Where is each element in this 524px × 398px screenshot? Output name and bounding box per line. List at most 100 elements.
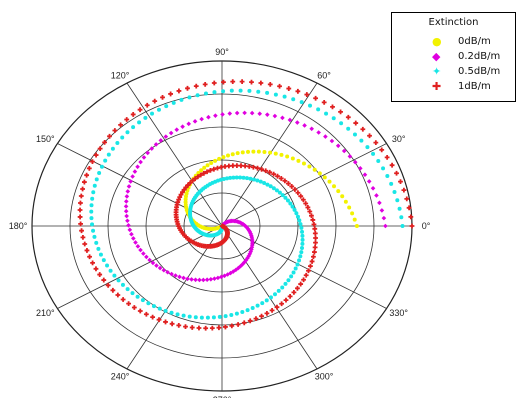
- data-point: [331, 116, 336, 121]
- data-point: [288, 201, 293, 206]
- data-point: [96, 246, 101, 251]
- data-point: [359, 138, 364, 143]
- legend-marker-0-2dbm: ◆: [432, 50, 441, 63]
- data-point: [253, 316, 259, 322]
- data-point: [294, 120, 300, 125]
- data-point: [316, 130, 321, 135]
- data-point: [211, 80, 217, 86]
- data-point: [230, 79, 236, 85]
- data-point: [301, 277, 306, 283]
- data-point: [352, 159, 358, 165]
- data-point: [158, 138, 164, 143]
- data-point: [131, 236, 136, 241]
- data-point: [234, 163, 240, 168]
- data-point: [373, 140, 379, 146]
- data-point: [286, 278, 291, 283]
- data-point: [366, 179, 372, 184]
- data-point: [309, 259, 315, 264]
- data-point: [213, 158, 218, 163]
- data-point: [242, 163, 248, 169]
- data-point: [157, 265, 163, 271]
- data-point: [298, 193, 304, 199]
- data-point: [309, 213, 314, 219]
- data-point: [258, 80, 264, 86]
- data-point: [395, 198, 400, 203]
- data-point: [120, 282, 125, 287]
- data-point: [202, 81, 208, 87]
- data-point: [81, 179, 87, 185]
- data-point: [118, 122, 123, 128]
- data-point: [125, 189, 131, 194]
- data-point: [217, 314, 222, 319]
- data-point: [115, 141, 120, 146]
- data-point: [175, 312, 180, 317]
- data-point: [226, 153, 231, 158]
- grid-spoke-60: [221, 82, 318, 227]
- data-point: [277, 83, 282, 89]
- legend-item-0-5dbm: ✦ 0.5dB/m: [392, 65, 515, 79]
- data-point: [307, 164, 312, 169]
- data-point: [123, 204, 129, 209]
- data-point: [99, 164, 104, 169]
- data-point: [241, 320, 247, 326]
- data-point: [199, 315, 204, 320]
- data-point: [150, 111, 155, 116]
- data-point: [97, 146, 103, 152]
- data-point: [322, 175, 327, 180]
- data-point: [234, 175, 239, 180]
- data-point: [93, 266, 99, 272]
- data-point: [223, 324, 228, 330]
- data-point: [312, 244, 318, 250]
- data-point: [187, 95, 192, 100]
- grid-spoke-330: [221, 225, 387, 309]
- data-point: [169, 271, 174, 277]
- series-2: [89, 88, 405, 320]
- data-point: [217, 156, 222, 161]
- data-point: [365, 145, 370, 150]
- data-point: [352, 217, 357, 222]
- data-point: [128, 179, 133, 184]
- legend-item-0dbm: ● 0dB/m: [392, 35, 515, 49]
- data-point: [130, 174, 135, 179]
- data-point: [123, 208, 129, 214]
- legend-item-1dbm: ✚ 1dB/m: [392, 80, 515, 94]
- data-point: [211, 315, 216, 320]
- data-point: [78, 193, 84, 199]
- series-3: [77, 79, 415, 331]
- data-point: [297, 218, 302, 223]
- data-point: [250, 305, 255, 310]
- data-point: [137, 308, 143, 314]
- data-point: [245, 308, 250, 313]
- angle-tick-label: 0°: [422, 221, 431, 231]
- data-point: [185, 276, 190, 282]
- data-point: [316, 107, 321, 112]
- data-point: [144, 102, 150, 108]
- data-point: [370, 186, 376, 191]
- data-point: [278, 176, 284, 181]
- grid-spoke-210: [57, 225, 223, 309]
- data-point: [79, 228, 84, 234]
- data-point: [87, 254, 92, 260]
- data-point: [401, 187, 407, 193]
- data-point: [223, 314, 228, 319]
- data-point: [340, 194, 345, 199]
- data-point: [329, 138, 335, 144]
- legend-label-0dbm: 0dB/m: [458, 36, 491, 47]
- data-point: [189, 325, 195, 330]
- data-point: [257, 111, 263, 116]
- data-point: [282, 94, 287, 99]
- data-point: [300, 229, 305, 234]
- data-point: [177, 274, 182, 280]
- series-layer: [77, 79, 415, 331]
- angle-tick-label: 90°: [215, 47, 229, 57]
- data-point: [300, 241, 305, 246]
- data-point: [295, 262, 300, 267]
- data-point: [297, 258, 302, 263]
- data-point: [384, 154, 390, 160]
- data-point: [80, 234, 86, 240]
- data-point: [91, 228, 96, 233]
- data-point: [221, 79, 226, 85]
- data-point: [77, 214, 83, 220]
- data-point: [203, 325, 209, 331]
- data-point: [255, 303, 260, 308]
